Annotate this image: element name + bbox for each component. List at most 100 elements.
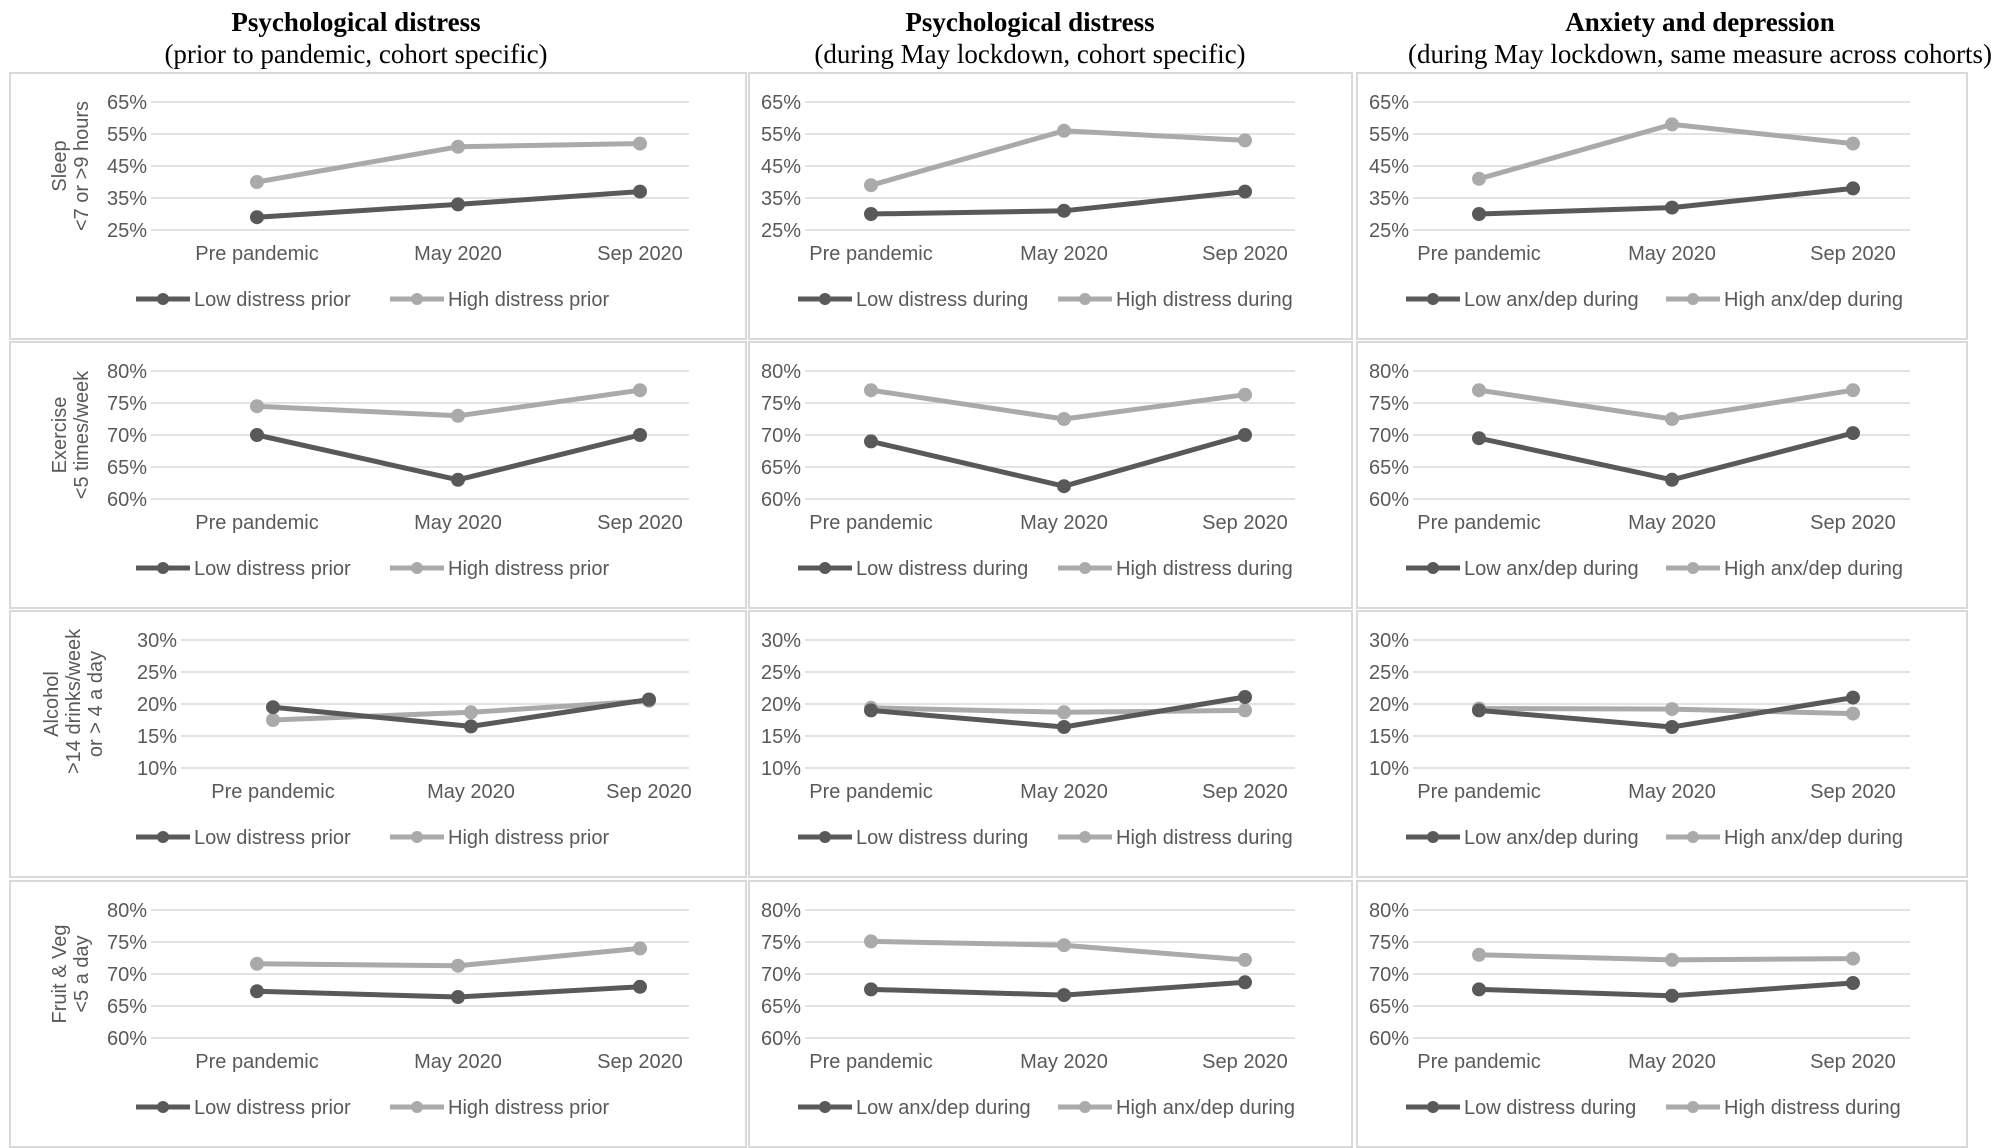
row-label-0: Sleep <7 or >9 hours <box>49 96 93 236</box>
y-tick-label: 20% <box>137 694 177 716</box>
data-point <box>633 184 647 199</box>
data-point <box>250 428 264 442</box>
y-tick-label: 30% <box>761 630 801 652</box>
legend-label: Low distress during <box>1464 1097 1636 1119</box>
y-tick-label: 15% <box>137 726 177 748</box>
data-point <box>250 984 264 999</box>
data-point <box>1846 181 1860 196</box>
x-tick-label: May 2020 <box>1020 1051 1108 1073</box>
data-point <box>633 383 647 398</box>
chart-panel-3-1: 80% 75% 70% 65% 60% Pre pandemic May 2020 Sep 2… <box>748 880 1353 1148</box>
legend-swatch-marker <box>157 562 169 574</box>
y-tick-label: 30% <box>137 630 177 652</box>
legend-label: High distress during <box>1116 827 1293 849</box>
data-point <box>1665 952 1679 967</box>
y-tick-label: 60% <box>761 489 801 511</box>
y-tick-label: 60% <box>761 1028 801 1050</box>
column-title-2-line1: Anxiety and depression <box>1565 7 1835 37</box>
y-tick-label: 10% <box>137 758 177 780</box>
y-tick-label: 55% <box>1369 124 1409 146</box>
data-point <box>1472 703 1486 718</box>
legend-entry-high: High distress prior <box>390 289 610 311</box>
legend-entry-low: Low distress during <box>798 558 1028 580</box>
column-title-1-line1: Psychological distress <box>905 7 1155 37</box>
legend-swatch-marker <box>411 293 423 305</box>
y-tick-label: 75% <box>761 932 801 954</box>
row-label-line: Alcohol <box>41 671 63 737</box>
y-tick-label: 75% <box>1369 393 1409 415</box>
column-title-1-line2: (during May lockdown, cohort specific) <box>814 39 1246 69</box>
y-tick-label: 70% <box>1369 964 1409 986</box>
y-tick-label: 55% <box>107 124 147 146</box>
y-tick-label: 25% <box>1369 220 1409 242</box>
data-point <box>1057 479 1071 494</box>
row-label-line: or > 4 a day <box>85 650 107 758</box>
data-point <box>451 990 465 1004</box>
y-tick-label: 80% <box>761 361 801 383</box>
legend-label: High distress prior <box>448 1097 610 1119</box>
x-tick-label: May 2020 <box>1628 243 1716 265</box>
data-point <box>1665 200 1679 215</box>
chart-svg: 65% 55% 45% 35% 25% Pre pandemic May 2020 Sep 2… <box>1369 92 1910 311</box>
data-point <box>1472 982 1486 997</box>
legend-entry-high: High distress prior <box>390 558 610 580</box>
data-point <box>451 472 465 487</box>
legend-label: High anx/dep during <box>1116 1097 1295 1119</box>
legend-label: High distress prior <box>448 558 610 580</box>
y-tick-label: 75% <box>761 393 801 415</box>
y-tick-label: 65% <box>107 996 147 1018</box>
data-point <box>1846 976 1860 990</box>
legend-swatch-marker <box>411 831 423 843</box>
series-line-low <box>1478 430 1854 483</box>
x-tick-label: Pre pandemic <box>809 781 932 803</box>
y-tick-label: 10% <box>761 758 801 780</box>
row-label-1: Exercise <5 times/week <box>49 365 93 505</box>
y-tick-label: 60% <box>1369 489 1409 511</box>
data-point <box>250 399 264 414</box>
chart-svg: 80% 75% 70% 65% 60% Pre pandemic May 2020 Sep 2… <box>1369 361 1910 580</box>
data-point <box>250 175 264 189</box>
legend-swatch-marker <box>1427 562 1439 574</box>
row-label-line: <7 or >9 hours <box>71 100 93 232</box>
legend-swatch-marker <box>819 1101 831 1113</box>
legend-entry-high: High distress during <box>1058 827 1293 849</box>
legend-swatch-marker <box>1427 1101 1439 1113</box>
chart-panel-2-1: 30% 25% 20% 15% 10% Pre pandemic May 2020 Sep 2… <box>748 610 1353 878</box>
x-tick-label: Sep 2020 <box>1202 781 1288 803</box>
data-point <box>642 692 656 707</box>
legend-swatch-marker <box>819 562 831 574</box>
series-line-high <box>870 387 1246 422</box>
legend-label: Low distress prior <box>194 1097 351 1119</box>
x-tick-label: Pre pandemic <box>211 781 334 803</box>
legend-label: Low distress prior <box>194 827 351 849</box>
legend-entry-low: Low distress prior <box>136 1097 351 1119</box>
series-line-high <box>870 128 1246 188</box>
data-point <box>864 383 878 398</box>
legend-label: High distress during <box>1116 558 1293 580</box>
chart-panel-1-0: 80% 75% 70% 65% 60% Pre pandemic May 2020 Sep 2… <box>9 341 747 609</box>
legend-label: Low anx/dep during <box>1464 827 1639 849</box>
data-point <box>1472 171 1486 186</box>
column-title-2-line2: (during May lockdown, same measure acros… <box>1407 39 1993 69</box>
data-point <box>1846 426 1860 441</box>
chart-panel-1-2: 80% 75% 70% 65% 60% Pre pandemic May 2020 Sep 2… <box>1356 341 1968 609</box>
column-title-0-line2: (prior to pandemic, cohort specific) <box>164 39 548 69</box>
x-tick-label: May 2020 <box>1020 781 1108 803</box>
y-tick-label: 35% <box>761 188 801 210</box>
data-point <box>1472 383 1486 398</box>
data-point <box>1472 947 1486 962</box>
chart-panel-1-1: 80% 75% 70% 65% 60% Pre pandemic May 2020 Sep 2… <box>748 341 1353 609</box>
data-point <box>1057 720 1071 734</box>
data-point <box>1057 705 1071 720</box>
chart-svg: 30% 25% 20% 15% 10% Pre pandemic May 2020 Sep 2… <box>761 630 1295 849</box>
data-point <box>266 713 280 727</box>
legend-label: Low distress prior <box>194 289 351 311</box>
series-line-high <box>1478 121 1854 182</box>
legend-entry-low: Low distress during <box>798 289 1028 311</box>
legend-entry-low: Low anx/dep during <box>1406 558 1639 580</box>
data-point <box>1472 431 1486 446</box>
series-line-low <box>256 189 641 220</box>
y-tick-label: 70% <box>761 425 801 447</box>
y-tick-label: 15% <box>761 726 801 748</box>
chart-panel-3-2: 80% 75% 70% 65% 60% Pre pandemic May 2020 Sep 2… <box>1356 880 1968 1148</box>
